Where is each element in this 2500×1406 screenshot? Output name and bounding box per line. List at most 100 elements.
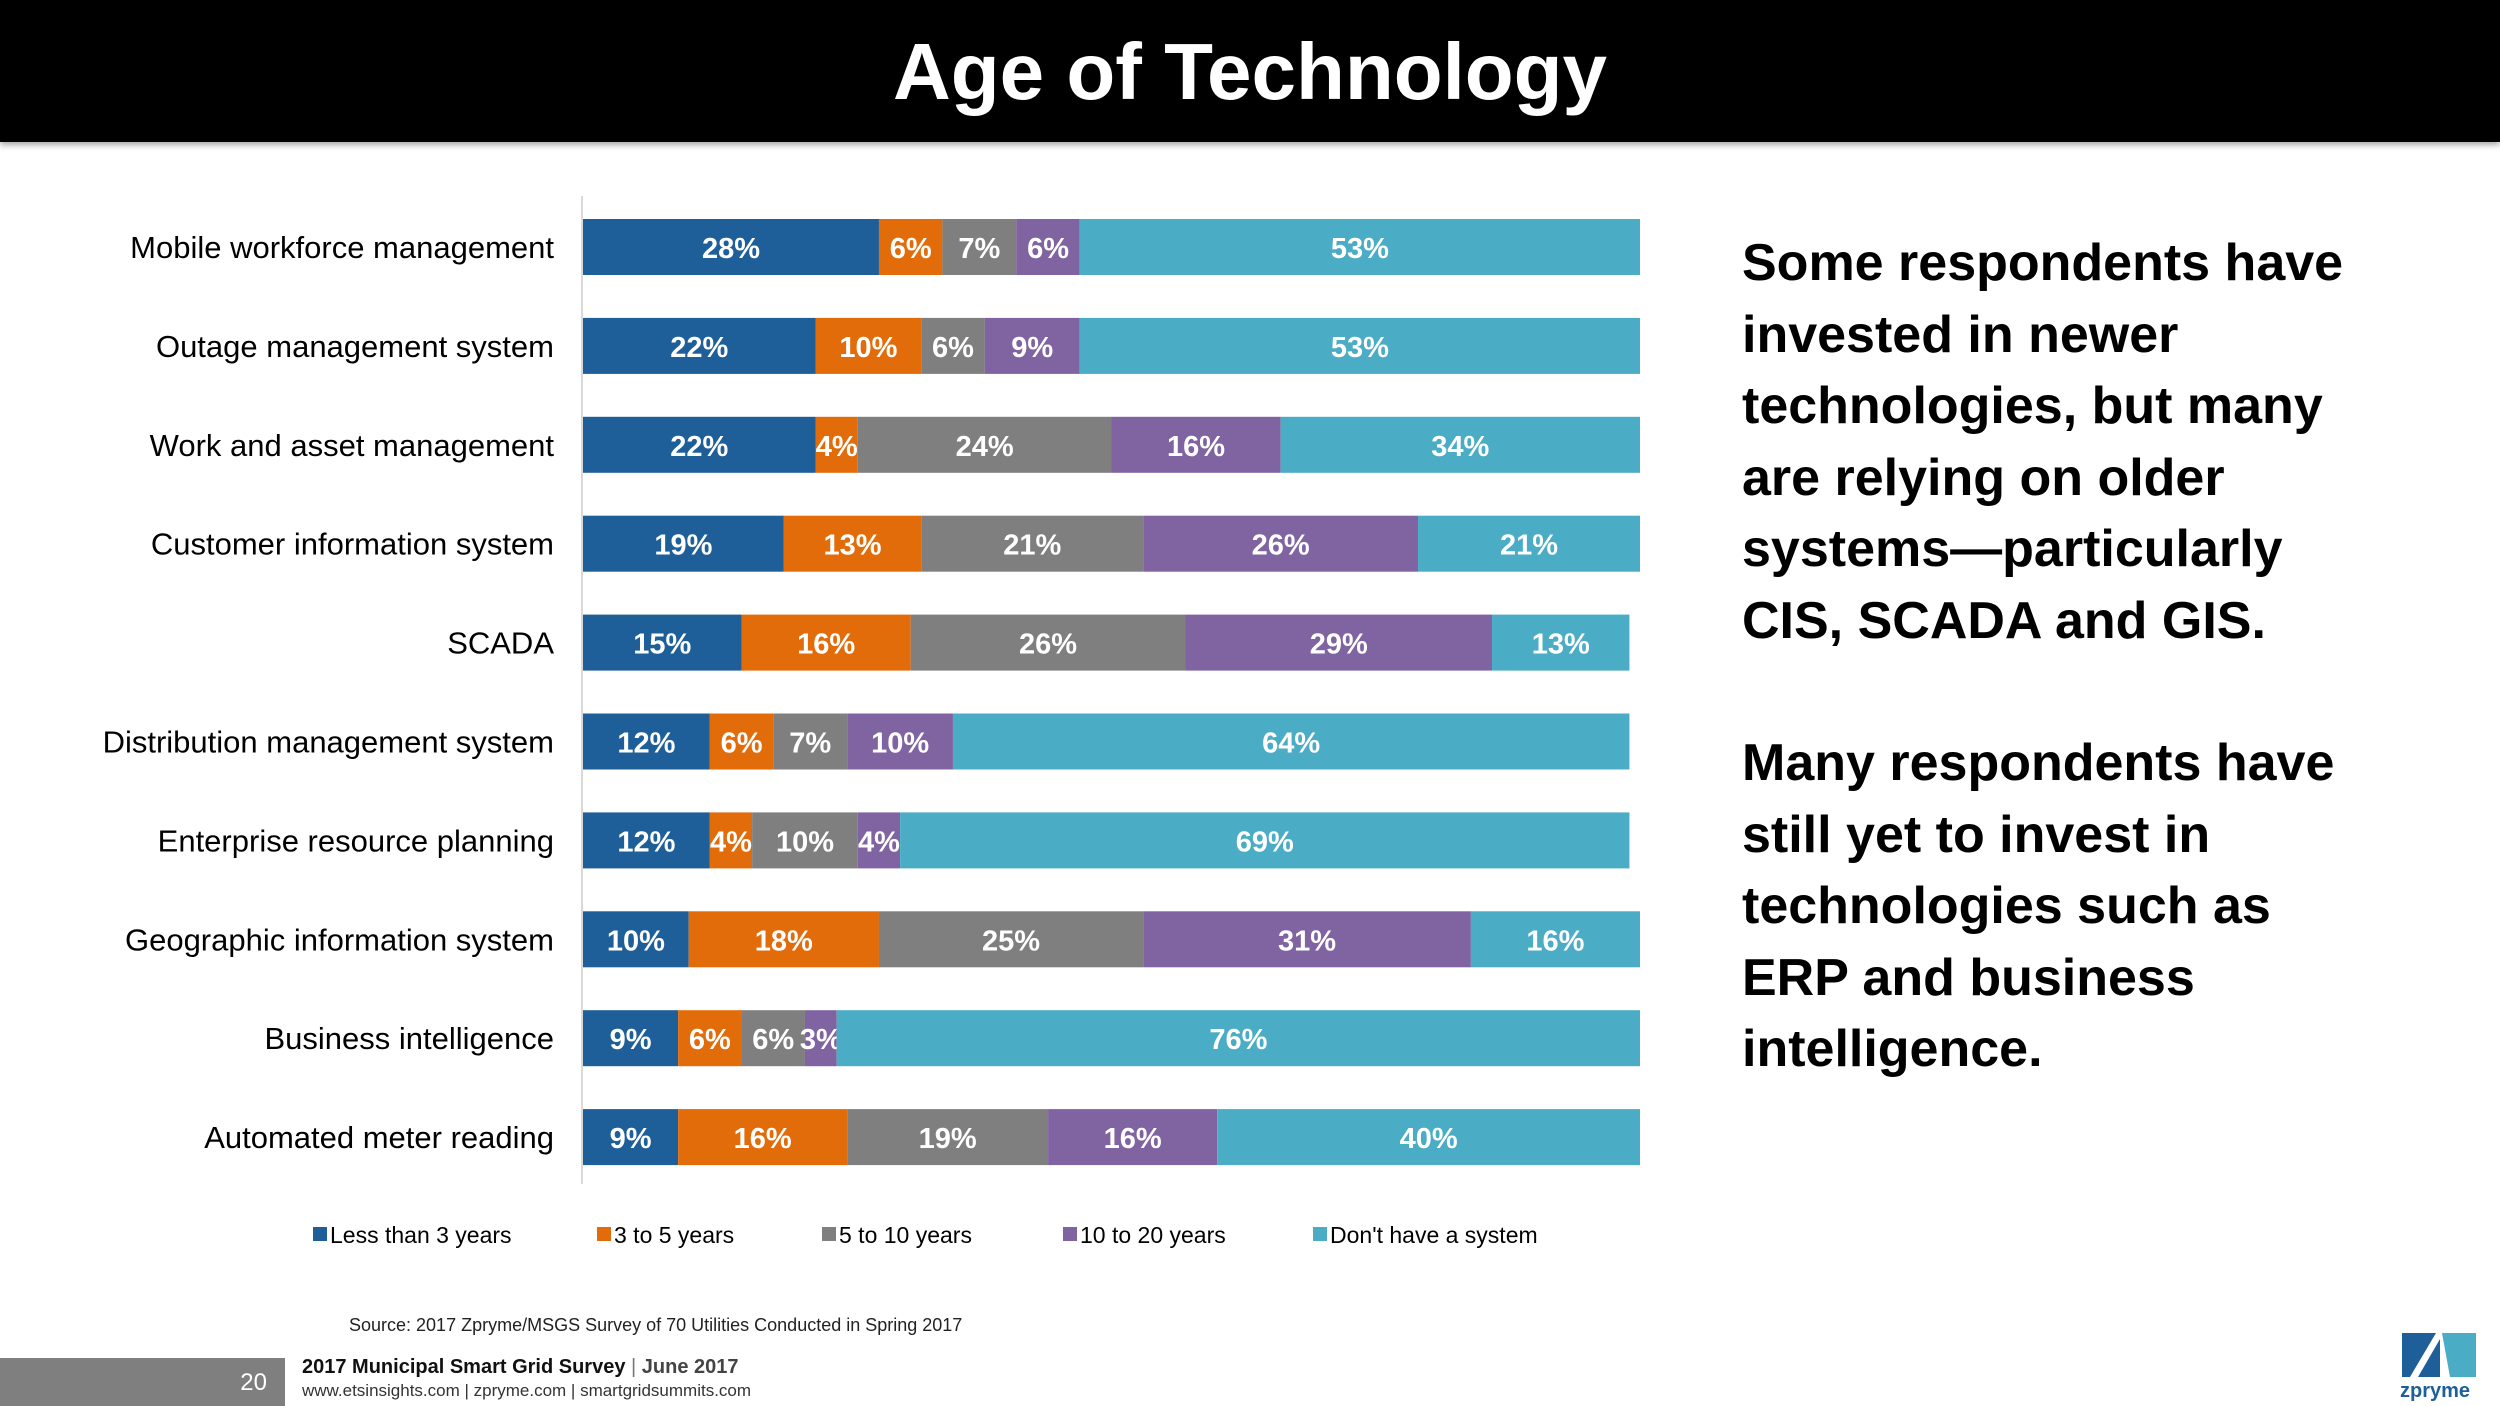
bar-segment [1048,1109,1218,1166]
legend-label: Less than 3 years [330,1222,512,1248]
commentary-paragraph-2: Many respondents have still yet to inves… [1742,734,2335,1078]
category-label: Mobile workforce management [130,230,554,265]
survey-name: 2017 Municipal Smart Grid Survey [302,1356,626,1378]
footer-page-block: 20 [0,1358,285,1406]
bar-segment [878,219,943,275]
data-label: 13% [824,530,882,562]
bar-segment [1111,416,1281,473]
data-label: 4% [710,826,752,858]
bar-segment [1470,911,1640,968]
legend-label: Don't have a system [1330,1222,1538,1248]
bar-segment [583,416,816,473]
legend-label: 5 to 10 years [839,1222,972,1248]
bar-segment [921,515,1144,572]
data-label: 19% [654,530,712,562]
bar-segment [921,317,985,374]
data-label: 6% [932,332,974,364]
data-label: 19% [919,1123,977,1155]
data-label: 9% [610,1024,652,1056]
bar-segment [1143,515,1419,572]
bar-segment [1143,911,1471,968]
logo-text: zpryme [2400,1380,2471,1402]
data-label: 29% [1310,629,1368,661]
legend-swatch [597,1227,611,1241]
data-label: 18% [755,925,813,957]
bar-segment [847,713,953,770]
source-note: Source: 2017 Zpryme/MSGS Survey of 70 Ut… [349,1315,963,1335]
legend-swatch [313,1227,327,1241]
legend-label: 3 to 5 years [614,1222,734,1248]
bar-segment [583,1010,679,1067]
page-title: Age of Technology [892,27,1608,116]
bar-segment [910,614,1186,671]
bar-segment [678,1010,742,1067]
data-label: 64% [1262,728,1320,760]
data-label: 22% [670,332,728,364]
data-label: 76% [1209,1024,1267,1056]
data-label: 6% [689,1024,731,1056]
bar-segment [773,713,848,770]
category-label: Automated meter reading [204,1120,554,1155]
bar-segment [900,812,1630,869]
data-label: 4% [816,431,858,463]
data-label: 16% [797,629,855,661]
bar-segment [1418,515,1640,572]
data-label: 3% [800,1024,842,1056]
bar-segment [783,515,922,572]
legend-swatch [1313,1227,1327,1241]
data-label: 10% [607,925,665,957]
legend-label: 10 to 20 years [1080,1222,1226,1248]
data-label: 25% [982,925,1040,957]
data-label: 9% [610,1123,652,1155]
bar-segment [1016,219,1080,275]
bar-segment [583,614,742,671]
legend-swatch [1063,1227,1077,1241]
bar-segment [583,1109,679,1166]
commentary-paragraph-1: Some respondents have invested in newer … [1742,234,2344,650]
category-label: Enterprise resource planning [158,823,554,858]
page-number: 20 [240,1369,267,1396]
bar-segment [1185,614,1493,671]
data-label: 6% [1027,233,1069,265]
data-label: 6% [752,1024,794,1056]
stacked-bar-chart: Mobile workforce management 28% 6% 7% 6% 53% O… [103,196,1640,1248]
data-label: 40% [1400,1123,1458,1155]
data-label: 10% [871,728,929,760]
bar-segment [1280,416,1640,473]
data-label: 69% [1236,826,1294,858]
bar-segment [583,219,879,275]
category-label: Business intelligence [264,1021,554,1056]
data-label: 22% [670,431,728,463]
bar-segment [815,317,922,374]
bar-segment [583,812,710,869]
bar-segment [804,1010,837,1067]
category-label: Work and asset management [150,428,555,463]
bar-segment [857,416,1112,473]
title-bar: Age of Technology [0,0,2500,142]
bar-segment [752,812,858,869]
data-label: 10% [839,332,897,364]
category-label: Geographic information system [125,922,554,957]
data-label: 6% [890,233,932,265]
bar-segment [709,812,753,869]
data-label: 16% [1104,1123,1162,1155]
category-label: Distribution management system [103,725,554,760]
bar-segment [741,614,911,671]
bar-segment [583,911,689,968]
legend-swatch [822,1227,836,1241]
data-label: 9% [1011,332,1053,364]
data-label: 31% [1278,925,1336,957]
bar-segment [678,1109,848,1166]
data-label: 13% [1532,629,1590,661]
bar-segment [583,713,710,770]
data-label: 16% [1167,431,1225,463]
commentary: Some respondents have invested in newer … [1742,228,2382,1086]
data-label: 10% [776,826,834,858]
footer-links[interactable]: www.etsinsights.com | zpryme.com | smart… [302,1381,752,1400]
bar-segment [741,1010,805,1067]
data-label: 4% [858,826,900,858]
bar-segment [688,911,879,968]
bar-segment [583,515,784,572]
zpryme-logo-icon [2402,1333,2476,1377]
bar-segment [709,713,774,770]
